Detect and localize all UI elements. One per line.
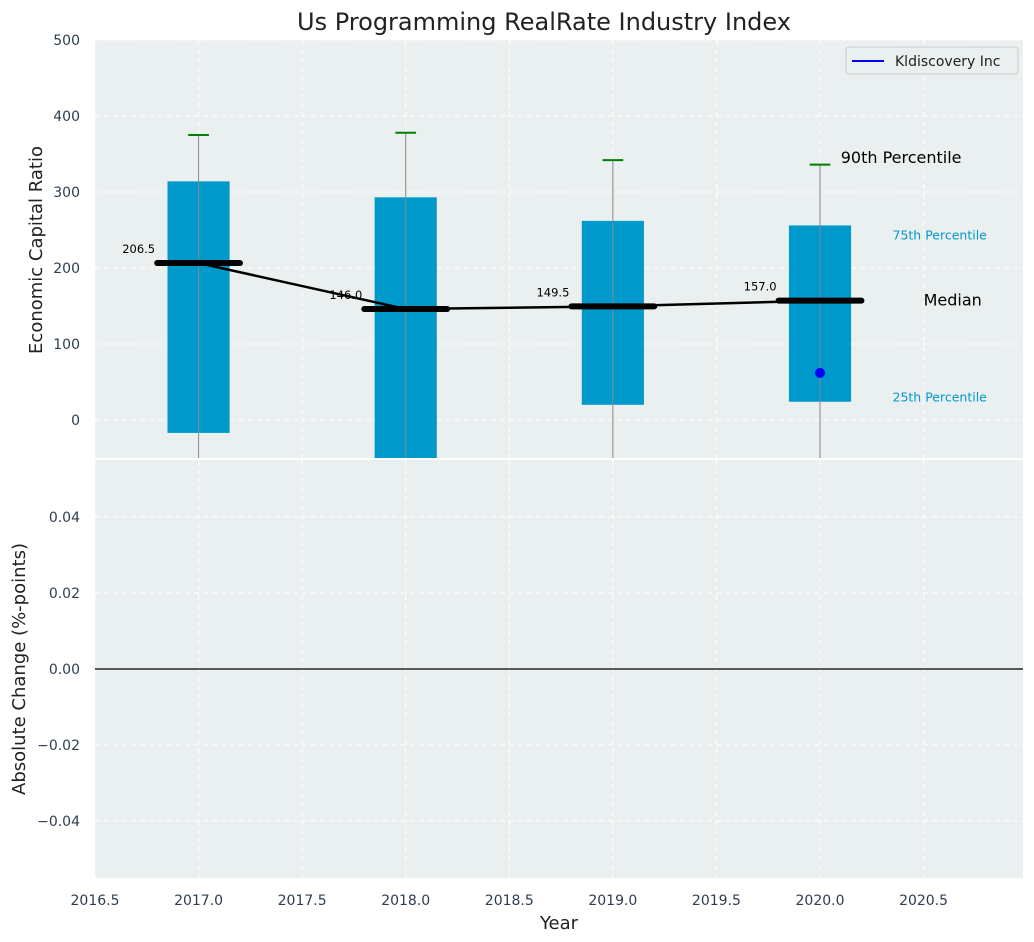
top-panel: 206.5 146.0 149.5 157.0 90th Percentile 75th… <box>26 33 1023 458</box>
bottom-y-tick-labels: −0.04 −0.02 0.00 0.02 0.04 <box>37 510 80 830</box>
bottom-y-tick-label: 0.02 <box>49 586 80 602</box>
top-plot-background <box>95 40 1023 458</box>
percentile-annotation: 25th Percentile <box>893 389 988 404</box>
top-y-tick-label: 400 <box>53 109 80 125</box>
bottom-y-tick-label: 0.00 <box>49 662 80 678</box>
percentile-annotation: 75th Percentile <box>893 228 988 243</box>
x-tick-label: 2018.0 <box>381 893 430 909</box>
top-y-tick-label: 200 <box>53 261 80 277</box>
x-tick-label: 2016.5 <box>71 893 120 909</box>
x-tick-labels: 2016.5 2017.0 2017.5 2018.0 2018.5 2019.0 2019… <box>71 893 949 909</box>
x-tick-label: 2017.0 <box>174 893 223 909</box>
legend: Kldiscovery Inc <box>845 46 1019 75</box>
bottom-y-tick-label: −0.02 <box>37 738 80 754</box>
bottom-y-tick-label: 0.04 <box>49 510 80 526</box>
median-value-label: 149.5 <box>536 285 569 299</box>
legend-label-kldiscovery: Kldiscovery Inc <box>895 54 1001 70</box>
x-tick-label: 2017.5 <box>278 893 327 909</box>
top-y-tick-label: 0 <box>71 413 80 429</box>
company-point-2020 <box>815 367 825 378</box>
top-y-tick-label: 500 <box>53 33 80 49</box>
median-value-label: 157.0 <box>744 280 777 294</box>
x-tick-label: 2020.5 <box>899 893 948 909</box>
top-y-tick-label: 300 <box>53 185 80 201</box>
x-tick-label: 2019.0 <box>588 893 637 909</box>
percentile-annotation: 90th Percentile <box>841 148 962 167</box>
legend-box <box>845 46 1019 75</box>
top-box-series: 206.5 146.0 149.5 157.0 <box>122 131 865 458</box>
median-trend-line <box>198 261 821 311</box>
x-axis-label: Year <box>539 913 579 934</box>
median-value-label: 146.0 <box>329 288 362 302</box>
top-y-tick-label: 100 <box>53 337 80 353</box>
bottom-gridlines <box>94 460 1023 878</box>
x-tick-label: 2020.0 <box>796 893 845 909</box>
bottom-y-axis-label: Absolute Change (%-points) <box>9 543 30 795</box>
bottom-y-tick-label: −0.04 <box>37 814 80 830</box>
x-tick-label: 2018.5 <box>485 893 534 909</box>
percentile-annotation: Median <box>924 291 982 310</box>
chart-title: Us Programming RealRate Industry Index <box>297 8 791 36</box>
x-tick-label: 2019.5 <box>692 893 741 909</box>
top-y-axis-label: Economic Capital Ratio <box>26 146 47 354</box>
top-annotations: 90th Percentile 75th Percentile Median 25th… <box>841 148 987 405</box>
top-y-tick-labels: 0 100 200 300 400 500 <box>53 33 80 429</box>
median-value-label: 206.5 <box>122 242 155 256</box>
bottom-panel: −0.04 −0.02 0.00 0.02 0.04 2016.5 2017.0 2017.… <box>9 460 1023 934</box>
